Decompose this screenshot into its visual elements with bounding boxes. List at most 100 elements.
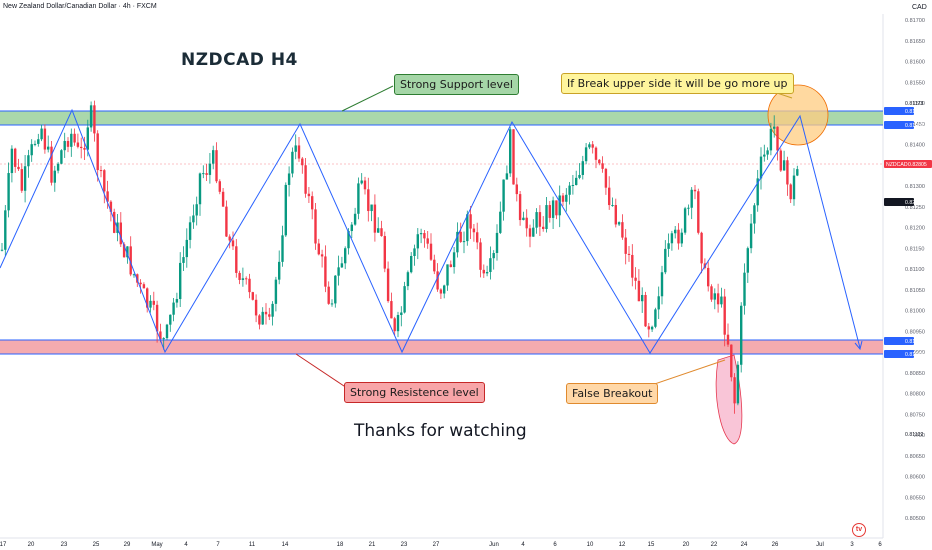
date-tick-label: 21 [369, 542, 376, 548]
resistance-callout-pointer [295, 353, 351, 391]
price-tick-label: 0.80650 [905, 454, 925, 460]
candle-body [753, 205, 756, 224]
candle-body [30, 144, 33, 156]
candle-body [60, 150, 63, 164]
candle-body [611, 205, 614, 207]
candle-body [70, 133, 73, 147]
date-tick-label: 15 [648, 542, 655, 548]
candle-body [264, 311, 268, 315]
candle-body [608, 187, 611, 206]
zone-top-price-tag-bg [884, 107, 914, 115]
price-tick-label: 0.80550 [905, 495, 925, 501]
candle-body [218, 181, 221, 192]
price-tick-label: 0.80500 [905, 516, 925, 522]
candle-body [581, 161, 584, 175]
candle-body [509, 129, 512, 174]
candle-body [383, 236, 386, 269]
price-tick-label: 0.80600 [905, 475, 925, 481]
candle-body [670, 233, 674, 244]
candle-body [337, 267, 340, 276]
candle-body [350, 224, 353, 232]
candle-body [344, 248, 347, 264]
candle-body [492, 252, 495, 259]
price-tick-label: 0.81400 [905, 143, 925, 149]
price-tick-label: 0.81100 [905, 267, 924, 273]
candle-body [419, 233, 423, 235]
candle-body [786, 160, 789, 185]
candle-body [443, 285, 446, 294]
candle-body [631, 254, 634, 278]
candle-body [162, 338, 165, 340]
break-callout: If Break upper side it will be go more u… [561, 73, 794, 94]
price-tick-label: 0.81250 [905, 205, 925, 211]
tradingview-logo-icon[interactable]: tv [852, 523, 866, 537]
candle-body [769, 128, 773, 151]
candle-body [330, 303, 334, 305]
candle-body [172, 302, 175, 315]
candle-body [126, 246, 129, 258]
candle-body [482, 269, 485, 274]
candle-body [33, 143, 37, 145]
date-tick-label: 25 [93, 542, 100, 548]
candle-body [7, 173, 10, 211]
candle-body [657, 296, 660, 310]
candle-body [317, 243, 320, 255]
chart-title: NZDCAD H4 [181, 50, 298, 70]
candle-body [215, 150, 218, 182]
candle-body [505, 173, 509, 180]
candle-body [169, 314, 172, 325]
candle-body [47, 146, 50, 150]
candle-body [416, 234, 419, 249]
candle-body [746, 248, 749, 273]
candle-body [710, 286, 713, 300]
candle-body [386, 268, 390, 302]
candle-body [37, 139, 40, 144]
candle-body [429, 243, 433, 260]
candle-body [284, 184, 287, 236]
candle-body [291, 151, 294, 174]
candle-body [258, 315, 261, 325]
candle-body [198, 173, 202, 205]
candle-body [370, 204, 373, 212]
candle-body [723, 296, 726, 335]
price-tick-label: 0.80850 [905, 371, 925, 377]
candle-body [208, 163, 212, 175]
candle-body [413, 248, 416, 256]
candle-body [159, 331, 162, 340]
price-tick-label: 0.80700 [905, 433, 925, 439]
price-tick-label: 0.80950 [905, 329, 925, 335]
candle-body [565, 194, 568, 202]
candle-body [103, 170, 106, 192]
candle-body [773, 126, 776, 129]
candle-body [192, 215, 195, 223]
candle-body [261, 311, 264, 325]
candle-body [0, 249, 4, 251]
candle-body [238, 272, 241, 280]
candle-body [575, 177, 578, 186]
date-tick-label: 18 [337, 542, 344, 548]
candle-body [304, 165, 307, 194]
candle-body [796, 169, 799, 176]
date-tick-label: 3 [850, 542, 854, 548]
candle-body [782, 160, 786, 171]
candle-body [515, 184, 518, 195]
candle-body [360, 180, 363, 184]
candle-body [423, 233, 426, 239]
zone-top-price-tag: 0.81517 [905, 109, 924, 115]
date-tick-label: 14 [282, 542, 289, 548]
candle-body [202, 173, 205, 175]
candle-body [433, 259, 436, 272]
candle-body [281, 235, 284, 262]
candle-body [736, 364, 740, 404]
date-tick-label: 23 [401, 542, 408, 548]
candle-body [254, 299, 258, 316]
candle-body [212, 150, 215, 164]
candle-body [377, 228, 380, 233]
candle-body [311, 196, 314, 210]
candle-body [27, 155, 30, 167]
last-price-tag-bg [884, 198, 914, 206]
current-symbol-label: NZDCAD [886, 162, 908, 168]
price-tick-label: 0.81600 [905, 60, 925, 66]
candle-body [528, 228, 532, 237]
candle-body [660, 272, 664, 297]
